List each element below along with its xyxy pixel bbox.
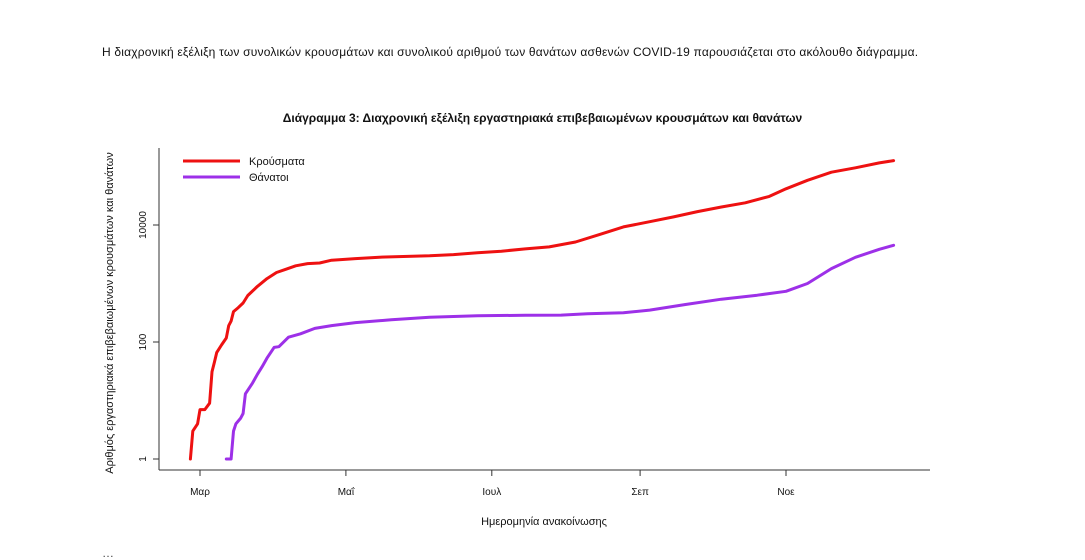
intro-paragraph: Η διαχρονική εξέλιξη των συνολικών κρουσ… xyxy=(102,45,919,59)
y-tick-label: 1 xyxy=(138,456,149,462)
bottom-text: … xyxy=(102,546,114,560)
y-tick-label: 10000 xyxy=(138,211,149,239)
x-tick-label: Μαρ xyxy=(190,487,210,498)
x-tick-label: Μαΐ xyxy=(338,486,355,498)
y-axis-label: Αριθμός εργαστηριακά επιβεβαιωμένων κρου… xyxy=(104,152,116,474)
series-line-deaths xyxy=(224,243,896,461)
chart-axes: 1 100 10000 Μαρ Μαΐ Ιουλ Σεπ Νοε xyxy=(138,148,930,498)
legend-label: Κρούσματα xyxy=(249,156,305,168)
chart-title: Διάγραμμα 3: Διαχρονική εξέλιξη εργαστηρ… xyxy=(282,111,803,125)
x-tick-label: Σεπ xyxy=(631,487,649,498)
x-tick-label: Ιουλ xyxy=(482,487,501,498)
legend-label: Θάνατοι xyxy=(249,172,289,184)
chart-legend: Κρούσματα Θάνατοι xyxy=(183,156,305,184)
x-tick-label: Νοε xyxy=(777,487,795,498)
y-tick-label: 100 xyxy=(138,333,149,350)
series-line-cases xyxy=(188,159,896,461)
x-axis-label: Ημερομηνία ανακοίνωσης xyxy=(481,516,607,528)
chart-lines xyxy=(188,159,896,461)
